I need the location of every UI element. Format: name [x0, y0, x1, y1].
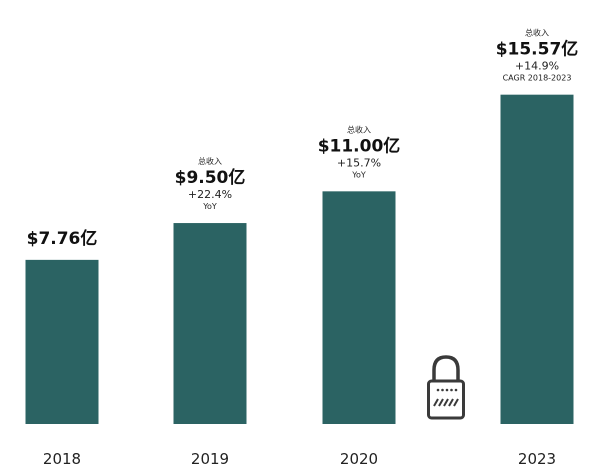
x-tick-label-2018: 2018	[43, 450, 81, 468]
x-tick-label-2023: 2023	[518, 450, 556, 468]
padlock-icon	[427, 355, 465, 420]
value-label-2023: $15.57亿	[496, 39, 579, 60]
value-label-2019: $9.50亿	[175, 167, 246, 188]
bars-layer	[25, 94, 574, 425]
caption-2023: 总收入	[525, 28, 549, 38]
x-tick-label-2020: 2020	[340, 450, 378, 468]
growth-label-2019: +22.4%	[188, 188, 232, 201]
growth-basis-2019: YoY	[202, 202, 217, 211]
bar-2018	[25, 259, 99, 424]
bar-2019	[173, 223, 247, 424]
bar-2020	[322, 191, 396, 424]
value-label-2018: $7.76亿	[27, 228, 98, 249]
growth-basis-2023: CAGR 2018-2023	[503, 74, 572, 83]
growth-label-2023: +14.9%	[515, 60, 559, 73]
value-label-2020: $11.00亿	[318, 135, 401, 156]
caption-2020: 总收入	[347, 124, 371, 134]
bar-2023	[500, 94, 574, 425]
caption-2019: 总收入	[198, 156, 222, 166]
growth-label-2020: +15.7%	[337, 156, 381, 169]
x-tick-label-2019: 2019	[191, 450, 229, 468]
labels-layer: 2018$7.76亿2019总收入$9.50亿+22.4%YoY2020总收入$…	[27, 28, 579, 468]
growth-basis-2020: YoY	[351, 170, 366, 179]
